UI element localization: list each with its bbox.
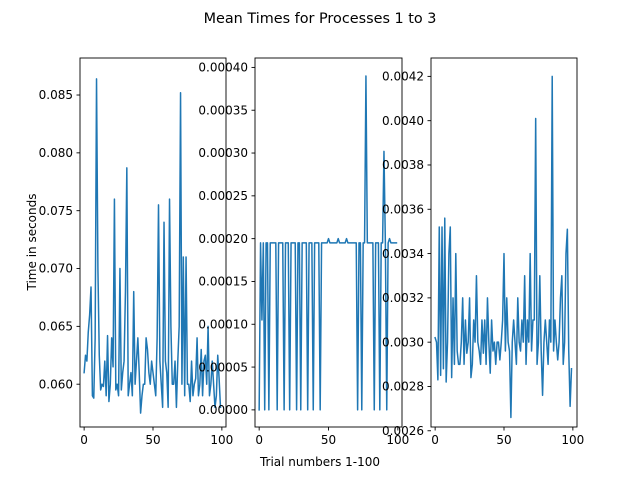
subplot-2-y-tick-label: 0.00020 — [198, 232, 248, 246]
subplot-1-y-tick-label: 0.065 — [39, 320, 73, 334]
subplot-3: 0 50 1000.00260.00280.00300.00320.00340.00… — [382, 57, 584, 447]
subplot-1-x-tick-label: 50 — [145, 433, 160, 447]
subplot-2-y-tick-label: 0.00010 — [198, 317, 248, 331]
subplot-1-y-tick-label: 0.070 — [39, 262, 73, 276]
subplot-3-y-tick-label: 0.0040 — [382, 114, 424, 128]
subplot-2-y-tick-label: 0.00030 — [198, 146, 248, 160]
subplot-3-y-tick-label: 0.0034 — [382, 247, 424, 261]
subplot-2-x-tick-label: 50 — [321, 433, 336, 447]
subplot-2-y-tick-label: 0.00005 — [198, 360, 248, 374]
subplot-2-x-tick-label: 0 — [255, 433, 263, 447]
subplot-1-x-tick-label: 0 — [80, 433, 88, 447]
subplot-3-x-tick-label: 0 — [431, 433, 439, 447]
subplot-2-x-tick-label: 100 — [386, 433, 409, 447]
subplot-1-y-tick-label: 0.080 — [39, 146, 73, 160]
subplot-3-y-tick-label: 0.0036 — [382, 202, 424, 216]
subplot-3-y-tick-label: 0.0026 — [382, 424, 424, 438]
subplot-3-x-tick-label: 50 — [496, 433, 511, 447]
subplot-1: 0 50 100 0.060 0.065 0.070 0.075 0.080 0.085 — [39, 57, 233, 447]
subplot-2-y-tick-label: 0.00025 — [198, 189, 248, 203]
subplot-1-y-tick-label: 0.085 — [39, 88, 73, 102]
subplot-1-y-tick-label: 0.075 — [39, 204, 73, 218]
subplot-2-y-tick-label: 0.00000 — [198, 403, 248, 417]
subplot-2: 0 50 100 0.00000 0.00005 0.00010 0.00015 0.0002… — [198, 57, 409, 447]
subplots: 0 50 100 0.060 0.065 0.070 0.075 0.080 0.085 0 50 1… — [39, 57, 584, 447]
figure-title: Mean Times for Processes 1 to 3 — [204, 11, 437, 27]
subplot-3-y-tick-label: 0.0032 — [382, 291, 424, 305]
subplot-1-y-tick-label: 0.060 — [39, 377, 73, 391]
subplot-1-x-tick-label: 100 — [210, 433, 233, 447]
subplot-2-y-tick-label: 0.00015 — [198, 275, 248, 289]
subplot-2-y-tick-label: 0.00040 — [198, 61, 248, 75]
subplot-3-y-tick-label: 0.0030 — [382, 335, 424, 349]
subplot-3-y-tick-label: 0.0038 — [382, 158, 424, 172]
subplot-2-y-tick-label: 0.00035 — [198, 103, 248, 117]
subplot-3-series-line — [434, 75, 573, 419]
subplot-3-y-tick-label: 0.0042 — [382, 70, 424, 84]
subplot-3-y-tick-label: 0.0028 — [382, 380, 424, 394]
subplot-2-series-line — [258, 75, 398, 411]
y-axis-label: Time in seconds — [25, 194, 39, 292]
subplot-3-frame — [430, 57, 578, 428]
subplot-1-series-line — [83, 78, 222, 414]
x-axis-label: Trial numbers 1-100 — [259, 455, 380, 469]
subplot-3-x-tick-label: 100 — [561, 433, 584, 447]
